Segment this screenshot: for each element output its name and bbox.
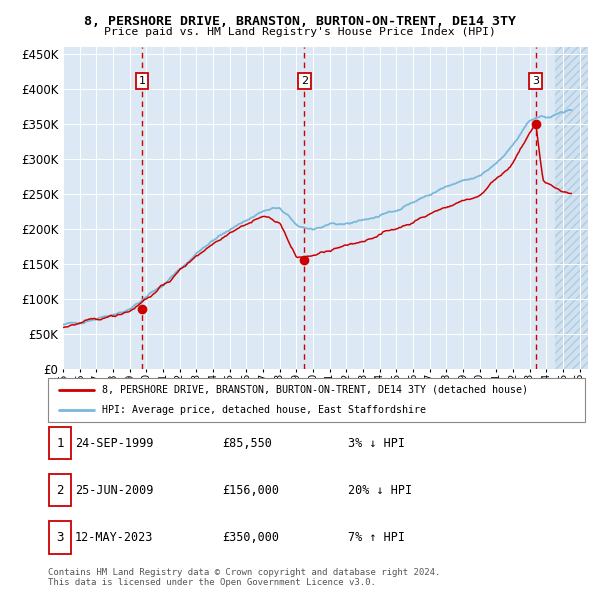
Text: 1: 1 bbox=[139, 76, 145, 86]
FancyBboxPatch shape bbox=[49, 474, 71, 506]
FancyBboxPatch shape bbox=[49, 427, 71, 459]
Text: 7% ↑ HPI: 7% ↑ HPI bbox=[348, 531, 405, 544]
Bar bbox=[554, 47, 588, 369]
FancyBboxPatch shape bbox=[48, 378, 585, 422]
Text: Price paid vs. HM Land Registry's House Price Index (HPI): Price paid vs. HM Land Registry's House … bbox=[104, 27, 496, 37]
Text: £350,000: £350,000 bbox=[222, 531, 279, 544]
Text: 8, PERSHORE DRIVE, BRANSTON, BURTON-ON-TRENT, DE14 3TY (detached house): 8, PERSHORE DRIVE, BRANSTON, BURTON-ON-T… bbox=[102, 385, 528, 395]
Text: This data is licensed under the Open Government Licence v3.0.: This data is licensed under the Open Gov… bbox=[48, 578, 376, 587]
Text: 3: 3 bbox=[532, 76, 539, 86]
Text: 3% ↓ HPI: 3% ↓ HPI bbox=[348, 437, 405, 450]
Text: 2: 2 bbox=[301, 76, 308, 86]
Text: 24-SEP-1999: 24-SEP-1999 bbox=[75, 437, 154, 450]
Text: £85,550: £85,550 bbox=[222, 437, 272, 450]
Text: 1: 1 bbox=[56, 437, 64, 450]
Text: 8, PERSHORE DRIVE, BRANSTON, BURTON-ON-TRENT, DE14 3TY: 8, PERSHORE DRIVE, BRANSTON, BURTON-ON-T… bbox=[84, 15, 516, 28]
Text: 20% ↓ HPI: 20% ↓ HPI bbox=[348, 484, 412, 497]
Text: 12-MAY-2023: 12-MAY-2023 bbox=[75, 531, 154, 544]
Text: 3: 3 bbox=[56, 531, 64, 544]
Text: 2: 2 bbox=[56, 484, 64, 497]
Text: £156,000: £156,000 bbox=[222, 484, 279, 497]
Text: Contains HM Land Registry data © Crown copyright and database right 2024.: Contains HM Land Registry data © Crown c… bbox=[48, 568, 440, 576]
Text: HPI: Average price, detached house, East Staffordshire: HPI: Average price, detached house, East… bbox=[102, 405, 426, 415]
FancyBboxPatch shape bbox=[49, 522, 71, 553]
Text: 25-JUN-2009: 25-JUN-2009 bbox=[75, 484, 154, 497]
